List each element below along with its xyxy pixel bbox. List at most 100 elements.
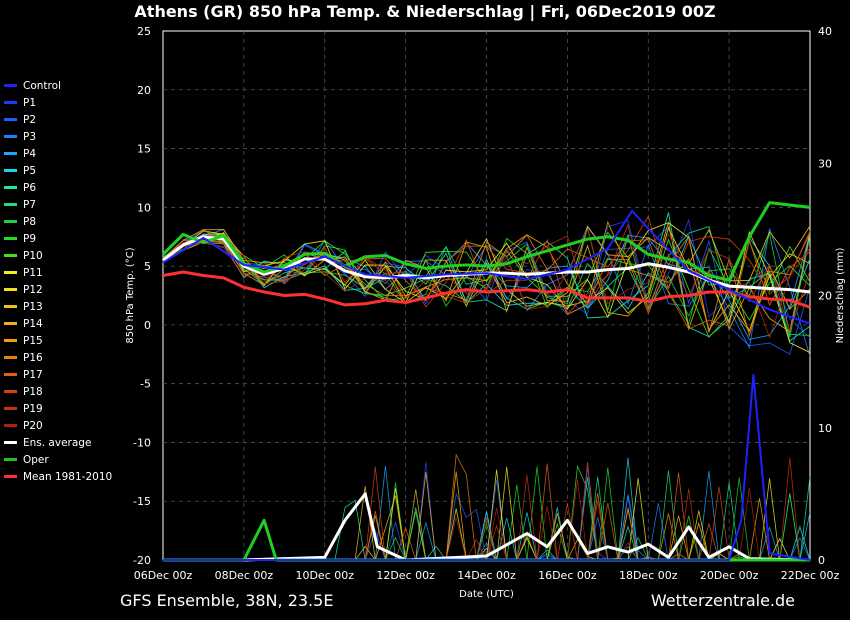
legend-label: P9 [23, 232, 37, 245]
legend-item: P11 [4, 264, 112, 281]
legend-swatch [4, 169, 17, 172]
legend-label: P19 [23, 402, 43, 415]
legend-swatch [4, 390, 17, 393]
x-tick-label: 08Dec 00z [215, 569, 274, 582]
legend-label: P5 [23, 164, 37, 177]
y-tick-label: 10 [137, 201, 151, 214]
legend-swatch [4, 254, 17, 257]
legend-item: P17 [4, 366, 112, 383]
y-tick-label: 0 [144, 319, 151, 332]
control-precip-line [163, 373, 811, 561]
legend-swatch [4, 237, 17, 240]
legend-label: P7 [23, 198, 37, 211]
legend-label: P4 [23, 147, 37, 160]
legend: Control P1 P2 P3 P4 P5 P6 P7 P8 P9 P10 P11 P12 P13 P14… [4, 77, 112, 485]
y-tick-label: 25 [137, 25, 151, 38]
legend-swatch [4, 356, 17, 359]
legend-swatch [4, 118, 17, 121]
legend-item: P7 [4, 196, 112, 213]
legend-swatch [4, 305, 17, 308]
legend-swatch [4, 101, 17, 104]
legend-item: P14 [4, 315, 112, 332]
y2-tick-label: 20 [818, 290, 832, 303]
legend-item: Mean 1981-2010 [4, 468, 112, 485]
legend-item: P2 [4, 111, 112, 128]
y2-tick-label: 30 [818, 157, 832, 170]
legend-item: P3 [4, 128, 112, 145]
legend-item: P16 [4, 349, 112, 366]
legend-item: Oper [4, 451, 112, 468]
legend-item: P5 [4, 162, 112, 179]
legend-swatch [4, 186, 17, 189]
y2-tick-label: 40 [818, 25, 832, 38]
legend-item: Control [4, 77, 112, 94]
legend-label: P20 [23, 419, 43, 432]
member-temp-line [162, 229, 811, 330]
y-tick-label: -10 [133, 436, 151, 449]
legend-item: P4 [4, 145, 112, 162]
y-tick-label: 5 [144, 260, 151, 273]
legend-swatch [4, 441, 17, 444]
legend-swatch [4, 152, 17, 155]
member-temp-line [162, 221, 811, 333]
x-axis-title: Date (UTC) [459, 589, 514, 600]
footer-source: GFS Ensemble, 38N, 23.5E [120, 591, 334, 610]
legend-label: P16 [23, 351, 43, 364]
legend-swatch [4, 135, 17, 138]
x-tick-label: 14Dec 00z [457, 569, 516, 582]
y-tick-label: -15 [133, 495, 151, 508]
member-temp-line [162, 225, 811, 308]
legend-item: P10 [4, 247, 112, 264]
member-temp-line [162, 234, 811, 310]
legend-item: P9 [4, 230, 112, 247]
legend-item: P20 [4, 417, 112, 434]
ens-average-precip-line [163, 492, 811, 562]
x-tick-label: 22Dec 00z [781, 569, 840, 582]
y-tick-label: 20 [137, 84, 151, 97]
legend-label: P10 [23, 249, 43, 262]
legend-label: P13 [23, 300, 43, 313]
x-tick-label: 16Dec 00z [538, 569, 597, 582]
legend-swatch [4, 475, 17, 478]
footer-brand: Wetterzentrale.de [650, 591, 795, 610]
legend-swatch [4, 458, 17, 461]
legend-label: Control [23, 79, 61, 92]
x-tick-label: 12Dec 00z [376, 569, 435, 582]
legend-label: P17 [23, 368, 43, 381]
y-tick-label: -5 [140, 378, 151, 391]
legend-swatch [4, 424, 17, 427]
legend-label: P2 [23, 113, 37, 126]
legend-label: P11 [23, 266, 43, 279]
legend-label: Oper [23, 453, 49, 466]
y-tick-label: -20 [133, 554, 151, 567]
x-tick-label: 18Dec 00z [619, 569, 678, 582]
control-temp-line [162, 209, 811, 325]
legend-item: P12 [4, 281, 112, 298]
legend-label: P12 [23, 283, 43, 296]
legend-swatch [4, 203, 17, 206]
member-temp-line [162, 220, 811, 333]
legend-label: P1 [23, 96, 37, 109]
legend-item: P8 [4, 213, 112, 230]
legend-label: P6 [23, 181, 37, 194]
legend-item: P1 [4, 94, 112, 111]
legend-item: Ens. average [4, 434, 112, 451]
legend-label: P15 [23, 334, 43, 347]
x-tick-label: 20Dec 00z [700, 569, 759, 582]
legend-label: P14 [23, 317, 43, 330]
oper-temp-line [161, 201, 811, 282]
x-tick-label: 10Dec 00z [295, 569, 354, 582]
legend-swatch [4, 84, 17, 87]
legend-label: Ens. average [23, 436, 92, 449]
legend-item: P18 [4, 383, 112, 400]
legend-label: P8 [23, 215, 37, 228]
legend-label: Mean 1981-2010 [23, 470, 113, 483]
legend-swatch [4, 288, 17, 291]
x-tick-label: 06Dec 00z [134, 569, 193, 582]
y2-axis-title: Niederschlag (mm) [835, 248, 846, 344]
legend-swatch [4, 407, 17, 410]
legend-swatch [4, 373, 17, 376]
chart-title: Athens (GR) 850 hPa Temp. & Niederschlag… [134, 2, 716, 21]
legend-label: P3 [23, 130, 37, 143]
